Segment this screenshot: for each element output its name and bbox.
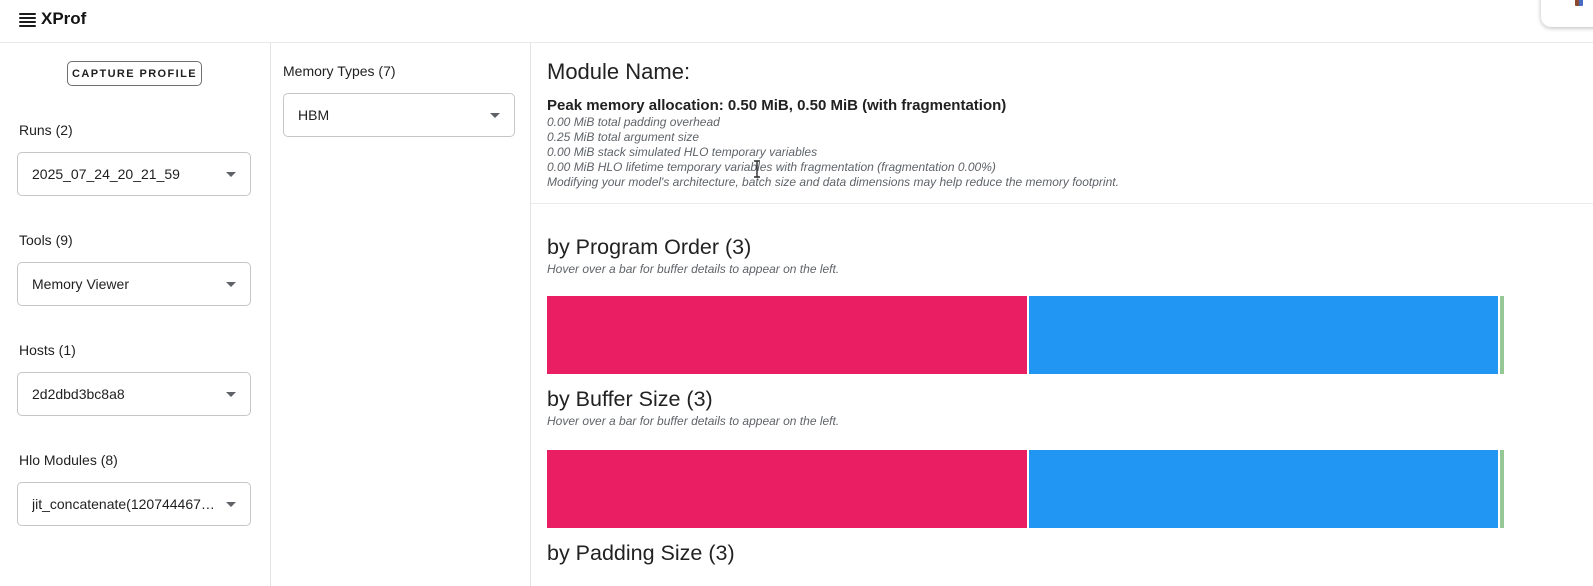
- chevron-down-icon: [226, 171, 236, 177]
- section-title-padding-size: by Padding Size (3): [547, 541, 735, 565]
- section-title-buffer-size: by Buffer Size (3): [547, 387, 713, 411]
- bar-segment[interactable]: [1499, 450, 1504, 528]
- floating-widget[interactable]: [1541, 0, 1593, 27]
- section-subtitle: Hover over a bar for buffer details to a…: [547, 414, 840, 428]
- module-name-heading: Module Name:: [547, 59, 691, 84]
- runs-select[interactable]: 2025_07_24_20_21_59: [17, 152, 251, 196]
- bar-segment[interactable]: [1028, 296, 1498, 374]
- peak-memory-line: Peak memory allocation: 0.50 MiB, 0.50 M…: [547, 97, 1007, 114]
- memory-types-select[interactable]: HBM: [283, 93, 515, 137]
- memory-bar-chart-program-order[interactable]: [547, 296, 1504, 374]
- detail-line: 0.25 MiB total argument size: [547, 130, 700, 144]
- memory-detail-lines: 0.00 MiB total padding overhead 0.25 MiB…: [547, 115, 1119, 190]
- hamburger-menu-icon[interactable]: [19, 13, 36, 27]
- bar-segment[interactable]: [547, 296, 1027, 374]
- section-title-program-order: by Program Order (3): [547, 235, 752, 259]
- bar-segment[interactable]: [1028, 450, 1498, 528]
- chevron-down-icon: [226, 501, 236, 507]
- runs-select-value: 2025_07_24_20_21_59: [32, 166, 180, 182]
- panel-divider: [530, 43, 531, 586]
- hlo-modules-label: Hlo Modules (8): [19, 452, 118, 468]
- sidebar-divider: [270, 43, 271, 586]
- hosts-label: Hosts (1): [19, 342, 76, 358]
- tools-select[interactable]: Memory Viewer: [17, 262, 251, 306]
- chevron-down-icon: [490, 112, 500, 118]
- memory-bar-chart-buffer-size[interactable]: [547, 450, 1504, 528]
- tools-select-value: Memory Viewer: [32, 276, 129, 292]
- section-subtitle: Hover over a bar for buffer details to a…: [547, 262, 840, 276]
- hlo-modules-select[interactable]: jit_concatenate(120744467751...: [17, 482, 251, 526]
- detail-line: 0.00 MiB total padding overhead: [547, 115, 720, 129]
- tools-label: Tools (9): [19, 232, 73, 248]
- extension-icon: [1575, 0, 1583, 6]
- detail-line: Modifying your model's architecture, bat…: [547, 175, 1119, 189]
- hlo-modules-select-value: jit_concatenate(120744467751...: [32, 496, 220, 512]
- text-cursor: [754, 160, 760, 178]
- bar-segment[interactable]: [547, 450, 1027, 528]
- chevron-down-icon: [226, 281, 236, 287]
- detail-line: 0.00 MiB stack simulated HLO temporary v…: [547, 145, 818, 159]
- chevron-down-icon: [226, 391, 236, 397]
- capture-profile-button[interactable]: CAPTURE PROFILE: [67, 61, 202, 86]
- hosts-select-value: 2d2dbd3bc8a8: [32, 386, 125, 402]
- app-title: XProf: [41, 9, 87, 28]
- top-app-bar: XProf: [0, 0, 1593, 43]
- memory-types-select-value: HBM: [298, 107, 330, 123]
- bar-segment[interactable]: [1499, 296, 1504, 374]
- memory-types-label: Memory Types (7): [283, 63, 396, 79]
- detail-line: 0.00 MiB HLO lifetime temporary variable…: [547, 160, 996, 174]
- hosts-select[interactable]: 2d2dbd3bc8a8: [17, 372, 251, 416]
- section-divider: [531, 203, 1593, 204]
- runs-label: Runs (2): [19, 122, 73, 138]
